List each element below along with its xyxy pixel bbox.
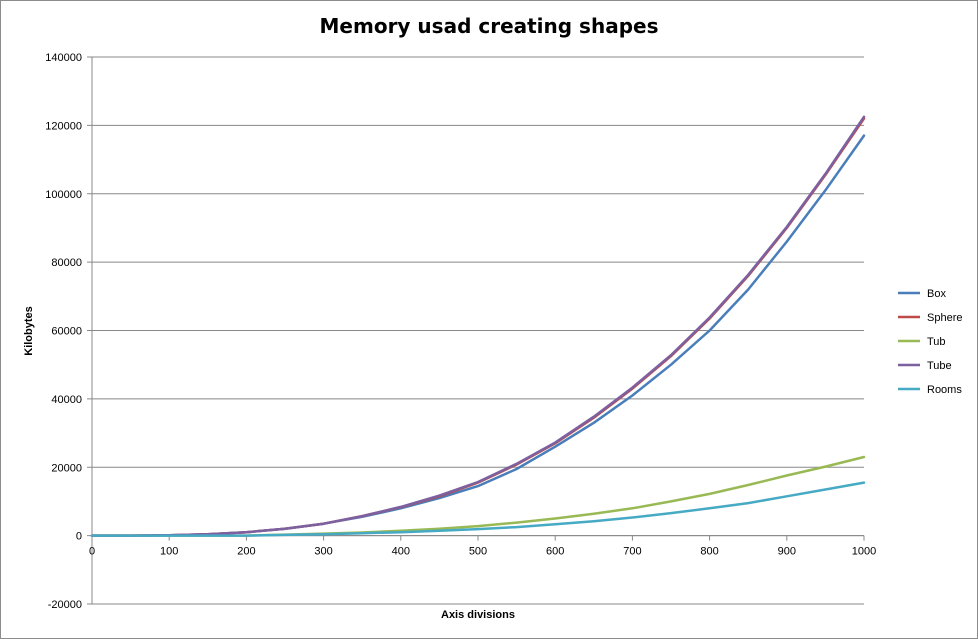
x-tick-label: 1000 — [852, 546, 876, 558]
y-tick-label: 100000 — [45, 189, 82, 201]
x-tick-label: 700 — [623, 546, 641, 558]
legend-item-sphere: Sphere — [898, 312, 962, 324]
x-tick-label: 400 — [392, 546, 410, 558]
y-tick-label: 120000 — [45, 120, 82, 132]
chart-title: Memory usad creating shapes — [320, 14, 659, 38]
legend-item-rooms: Rooms — [898, 384, 962, 396]
legend-label: Rooms — [927, 384, 962, 396]
legend-item-box: Box — [898, 288, 946, 300]
y-axis-title: Kilobytes — [23, 306, 35, 356]
legend-label: Sphere — [927, 312, 962, 324]
x-tick-label: 500 — [469, 546, 487, 558]
y-tick-label: 0 — [76, 531, 82, 543]
y-tick-label: 80000 — [51, 257, 82, 269]
legend-item-tube: Tube — [898, 360, 952, 372]
legend: Box Sphere Tub Tube Rooms — [898, 288, 962, 396]
series-line-tube — [90, 115, 866, 537]
x-tick-label: 100 — [160, 546, 178, 558]
y-tick-label: 20000 — [51, 462, 82, 474]
legend-item-tub: Tub — [898, 336, 946, 348]
x-tick-label: 800 — [700, 546, 718, 558]
x-tick-label: 900 — [778, 546, 796, 558]
x-tick-label: 0 — [89, 546, 95, 558]
y-tick-label: 40000 — [51, 394, 82, 406]
legend-label: Tub — [927, 336, 946, 348]
gridlines — [92, 56, 864, 605]
y-tick-label: 60000 — [51, 326, 82, 338]
legend-label: Box — [927, 288, 946, 300]
axes: -20000 0 20000 40000 60000 80000 100000 120000 1… — [45, 52, 876, 611]
series-line-box — [90, 134, 866, 537]
x-tick-label: 200 — [237, 546, 255, 558]
x-tick-label: 300 — [314, 546, 332, 558]
series-line-tub — [90, 455, 866, 537]
plot-series — [90, 115, 866, 537]
series-line-rooms — [90, 481, 866, 537]
legend-label: Tube — [927, 360, 952, 372]
x-tick-label: 600 — [546, 546, 564, 558]
series-line-sphere — [90, 117, 866, 537]
y-tick-label: 140000 — [45, 52, 82, 64]
x-axis-title: Axis divisions — [441, 609, 515, 621]
y-tick-label: -20000 — [48, 599, 82, 611]
